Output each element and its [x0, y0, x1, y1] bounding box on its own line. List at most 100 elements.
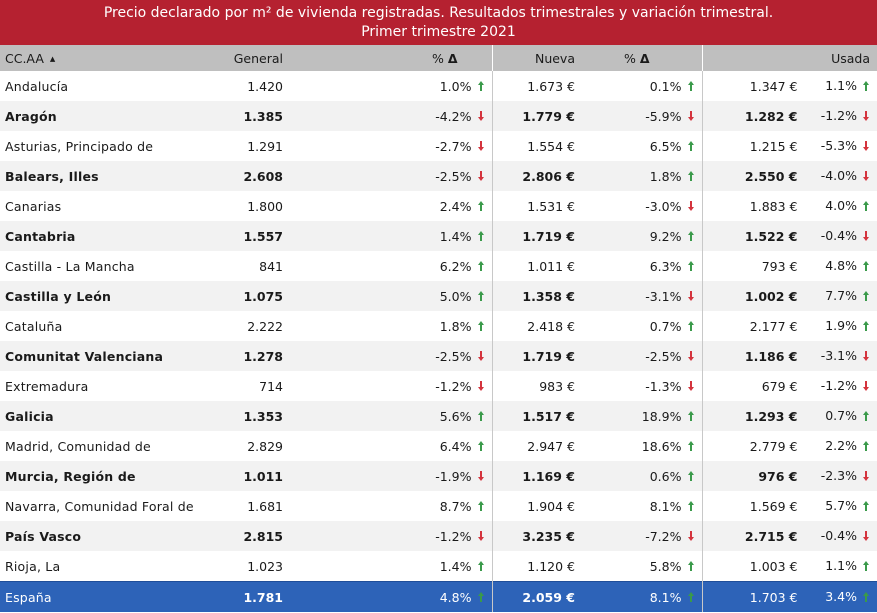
usada-price: 1.522 € [744, 228, 798, 244]
general-change: 5.6% [290, 401, 493, 431]
usada-price: 1.293 € [744, 408, 798, 424]
nueva-price: 1.673 € [492, 71, 582, 101]
nueva-price-value: 2.806 € [522, 168, 575, 184]
sort-ascending-icon[interactable]: ▲ [49, 55, 56, 63]
nueva-change: 0.1% [582, 71, 703, 101]
region-name: Asturias, Principado de [0, 131, 200, 161]
usada-change-value: 5.7% [825, 498, 857, 513]
header-delta-label: Δ [639, 50, 650, 66]
table-row[interactable]: Castilla - La Mancha 841 6.2% 1.011 € 6.3% 79… [0, 251, 877, 281]
general-price: 2.829 [200, 431, 290, 461]
usada-price: 2.779 € [749, 438, 798, 454]
arrow-up-icon [863, 441, 869, 451]
table-row[interactable]: Madrid, Comunidad de 2.829 6.4% 2.947 € 18.6… [0, 431, 877, 461]
table-row[interactable]: Andalucía 1.420 1.0% 1.673 € 0.1% 1.347 € 1.1% [0, 71, 877, 101]
nueva-price: 1.779 € [492, 101, 582, 131]
arrow-up-icon [687, 81, 694, 91]
usada-price: 1.282 € [744, 108, 798, 124]
nueva-price: 2.947 € [492, 431, 582, 461]
usada-group: 2.715 € -0.4% [702, 521, 877, 551]
region-name: España [0, 581, 200, 612]
table-row[interactable]: Extremadura 714 -1.2% 983 € -1.3% 679 € -1.2% [0, 371, 877, 401]
table-row[interactable]: Balears, Illes 2.608 -2.5% 2.806 € 1.8% 2.550… [0, 161, 877, 191]
region-name: Canarias [0, 191, 200, 221]
usada-change: 0.7% [798, 401, 877, 431]
nueva-change: -1.3% [582, 371, 703, 401]
usada-change-value: 1.1% [825, 78, 857, 93]
arrow-up-icon [863, 592, 869, 602]
nueva-change: -3.0% [582, 191, 703, 221]
table-row[interactable]: Cataluña 2.222 1.8% 2.418 € 0.7% 2.177 € 1.9% [0, 311, 877, 341]
nueva-price-value: 3.235 € [522, 528, 575, 544]
arrow-down-icon [863, 111, 869, 121]
arrow-up-icon [863, 561, 869, 571]
total-row[interactable]: España 1.781 4.8% 2.059 € 8.1% 1.703 € 3.4% [0, 581, 877, 612]
arrow-up-icon [687, 561, 694, 571]
general-price-value: 2.222 [247, 318, 283, 334]
table-row[interactable]: Asturias, Principado de 1.291 -2.7% 1.554 €… [0, 131, 877, 161]
general-change: -1.2% [290, 371, 493, 401]
general-price-value: 1.291 [247, 138, 283, 154]
region-name: Balears, Illes [0, 161, 200, 191]
header-row: CC.AA ▲ General % Δ Nueva % Δ Usada [0, 45, 877, 71]
general-price: 1.075 [200, 281, 290, 311]
general-price-value: 2.815 [243, 528, 283, 544]
usada-price: 2.177 € [749, 318, 798, 334]
nueva-change-value: 6.3% [649, 258, 682, 274]
table-row[interactable]: Navarra, Comunidad Foral de 1.681 8.7% 1.90… [0, 491, 877, 521]
nueva-price: 2.806 € [492, 161, 582, 191]
general-price-value: 841 [259, 258, 283, 274]
general-change: 1.0% [290, 71, 493, 101]
nueva-price-value: 2.418 € [527, 318, 575, 334]
arrow-up-icon [477, 592, 484, 602]
general-price-value: 2.608 [243, 168, 283, 184]
usada-change: 1.1% [798, 551, 877, 581]
header-pct-label: % [623, 50, 636, 66]
table-row[interactable]: Canarias 1.800 2.4% 1.531 € -3.0% 1.883 € 4.0% [0, 191, 877, 221]
usada-price: 1.186 € [744, 348, 798, 364]
table-row[interactable]: Cantabria 1.557 1.4% 1.719 € 9.2% 1.522 € -0.4… [0, 221, 877, 251]
nueva-change: 5.8% [582, 551, 703, 582]
region-name: Andalucía [0, 71, 200, 101]
general-price-value: 1.800 [247, 198, 283, 214]
arrow-up-icon [687, 471, 694, 481]
table-row[interactable]: Murcia, Región de 1.011 -1.9% 1.169 € 0.6% 97… [0, 461, 877, 491]
arrow-up-icon [687, 261, 694, 271]
table-row[interactable]: Castilla y León 1.075 5.0% 1.358 € -3.1% 1.00… [0, 281, 877, 311]
nueva-price: 983 € [492, 371, 582, 401]
region-name-value: Asturias, Principado de [5, 138, 154, 154]
arrow-up-icon [477, 501, 484, 511]
nueva-price: 1.120 € [492, 551, 582, 582]
general-price-value: 1.353 [243, 408, 283, 424]
table-row[interactable]: País Vasco 2.815 -1.2% 3.235 € -7.2% 2.715 € -… [0, 521, 877, 551]
usada-change: -2.3% [798, 461, 877, 491]
arrow-up-icon [687, 231, 694, 241]
region-name: Castilla - La Mancha [0, 251, 200, 281]
usada-change: 4.8% [798, 251, 877, 281]
usada-price: 793 € [761, 258, 798, 274]
arrow-down-icon [863, 171, 869, 181]
table-row[interactable]: Aragón 1.385 -4.2% 1.779 € -5.9% 1.282 € -1.2% [0, 101, 877, 131]
arrow-down-icon [863, 141, 869, 151]
table-row[interactable]: Galicia 1.353 5.6% 1.517 € 18.9% 1.293 € 0.7% [0, 401, 877, 431]
header-region[interactable]: CC.AA ▲ [0, 45, 200, 71]
table-row[interactable]: Comunitat Valenciana 1.278 -2.5% 1.719 € -2.… [0, 341, 877, 371]
nueva-price: 1.169 € [492, 461, 582, 491]
arrow-up-icon [863, 261, 869, 271]
arrow-down-icon [687, 291, 694, 301]
general-price: 1.385 [200, 101, 290, 131]
general-price-value: 1.011 [243, 468, 283, 484]
general-price-value: 1.557 [243, 228, 283, 244]
nueva-price-value: 1.554 € [527, 138, 575, 154]
arrow-up-icon [863, 501, 869, 511]
arrow-down-icon [477, 531, 484, 541]
usada-group: 1.215 € -5.3% [702, 131, 877, 161]
arrow-up-icon [863, 291, 869, 301]
usada-change: 1.9% [798, 311, 877, 341]
arrow-up-icon [687, 171, 694, 181]
nueva-change-value: 1.8% [649, 168, 682, 184]
table-row[interactable]: Rioja, La 1.023 1.4% 1.120 € 5.8% 1.003 € 1.1% [0, 551, 877, 582]
nueva-change: -7.2% [582, 521, 703, 551]
usada-change-value: -0.4% [820, 528, 857, 543]
nueva-change: 1.8% [582, 161, 703, 191]
